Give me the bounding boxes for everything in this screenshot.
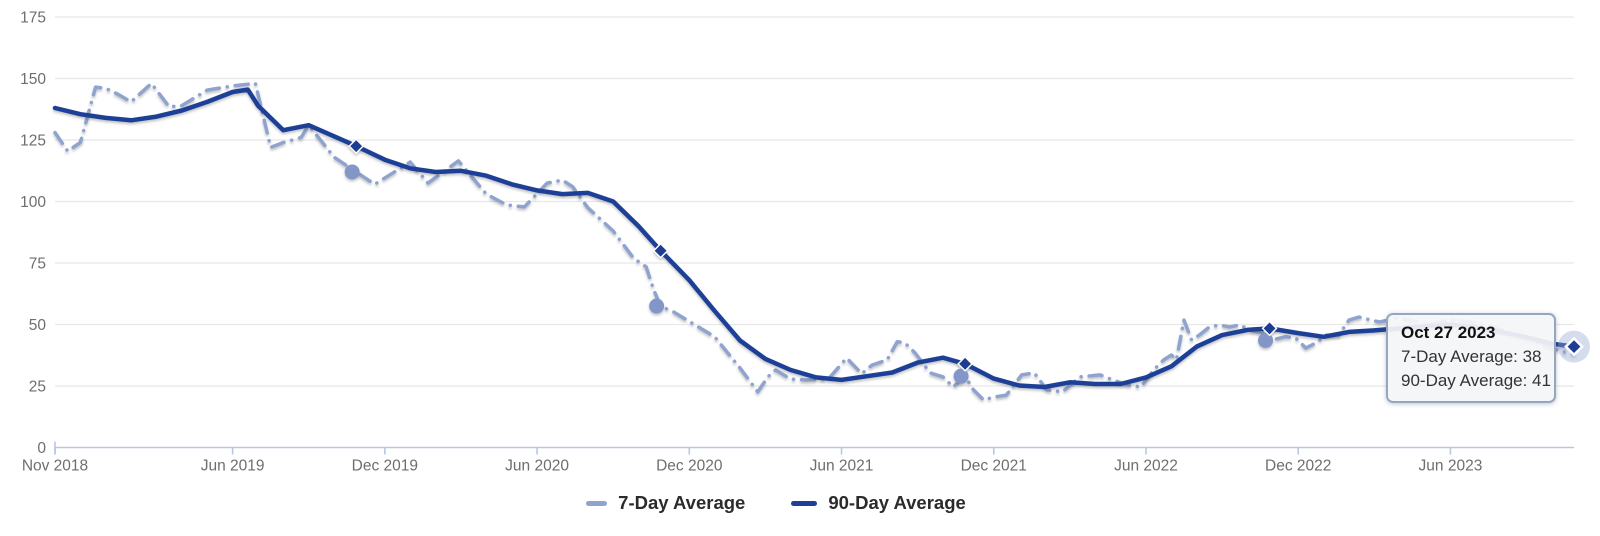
tooltip-90day-row: 90-Day Average: 41	[1401, 371, 1551, 390]
series-90day-line	[52, 87, 1577, 390]
tooltip-7day-row: 7-Day Average: 38	[1401, 347, 1542, 366]
tooltip-date: Oct 27 2023	[1401, 323, 1496, 342]
series-7day-line	[53, 81, 1576, 402]
y-tick-label: 50	[29, 317, 47, 334]
gridlines	[55, 16, 1574, 387]
x-tick-label: Dec 2022	[1265, 458, 1331, 475]
x-tick-label: Nov 2018	[22, 458, 88, 475]
x-tick-label: Jun 2020	[505, 458, 569, 475]
y-tick-label: 150	[20, 71, 46, 88]
y-tick-label: 25	[29, 379, 46, 396]
marker-7day-circle[interactable]	[953, 368, 969, 384]
legend: 7-Day Average 90-Day Average	[0, 486, 1552, 520]
y-tick-label: 100	[20, 194, 46, 211]
marker-90day-diamond[interactable]	[1261, 320, 1278, 337]
legend-label-90day: 90-Day Average	[828, 492, 966, 513]
x-tick-label: Dec 2020	[656, 458, 723, 475]
legend-dash-90day-icon	[791, 500, 818, 506]
y-tick-label: 125	[20, 133, 46, 150]
x-tick-label: Jun 2023	[1419, 458, 1483, 475]
marker-7day-circle[interactable]	[344, 164, 360, 180]
legend-item-90day[interactable]: 90-Day Average	[791, 492, 966, 514]
legend-label-7day: 7-Day Average	[618, 492, 746, 513]
x-tick-label: Dec 2021	[961, 458, 1027, 475]
marker-90day-diamond[interactable]	[348, 138, 365, 155]
marker-7day-circle[interactable]	[1258, 332, 1274, 348]
y-tick-label: 75	[29, 256, 46, 273]
hover-point[interactable]	[1558, 330, 1590, 363]
legend-item-7day[interactable]: 7-Day Average	[586, 492, 745, 514]
x-tick-label: Dec 2019	[352, 458, 418, 475]
marker-7day-circle[interactable]	[649, 298, 665, 314]
x-axis: Nov 2018 Jun 2019 Dec 2019 Jun 2020 Dec 2020…	[22, 441, 1574, 475]
y-tick-label: 175	[20, 10, 46, 27]
y-axis-labels: 175 150 125 100 75 50 25 0	[20, 10, 46, 458]
x-tick-label: Jun 2019	[201, 458, 265, 475]
y-tick-label: 0	[37, 440, 46, 457]
legend-dash-7day-icon	[586, 500, 608, 506]
highlight-markers	[344, 138, 1278, 384]
marker-90day-diamond[interactable]	[957, 355, 974, 372]
tooltip: Oct 27 2023 7-Day Average: 38 90-Day Ave…	[1386, 313, 1556, 403]
x-tick-label: Jun 2021	[810, 458, 874, 475]
x-tick-label: Jun 2022	[1114, 458, 1178, 475]
marker-90day-diamond[interactable]	[652, 242, 669, 259]
